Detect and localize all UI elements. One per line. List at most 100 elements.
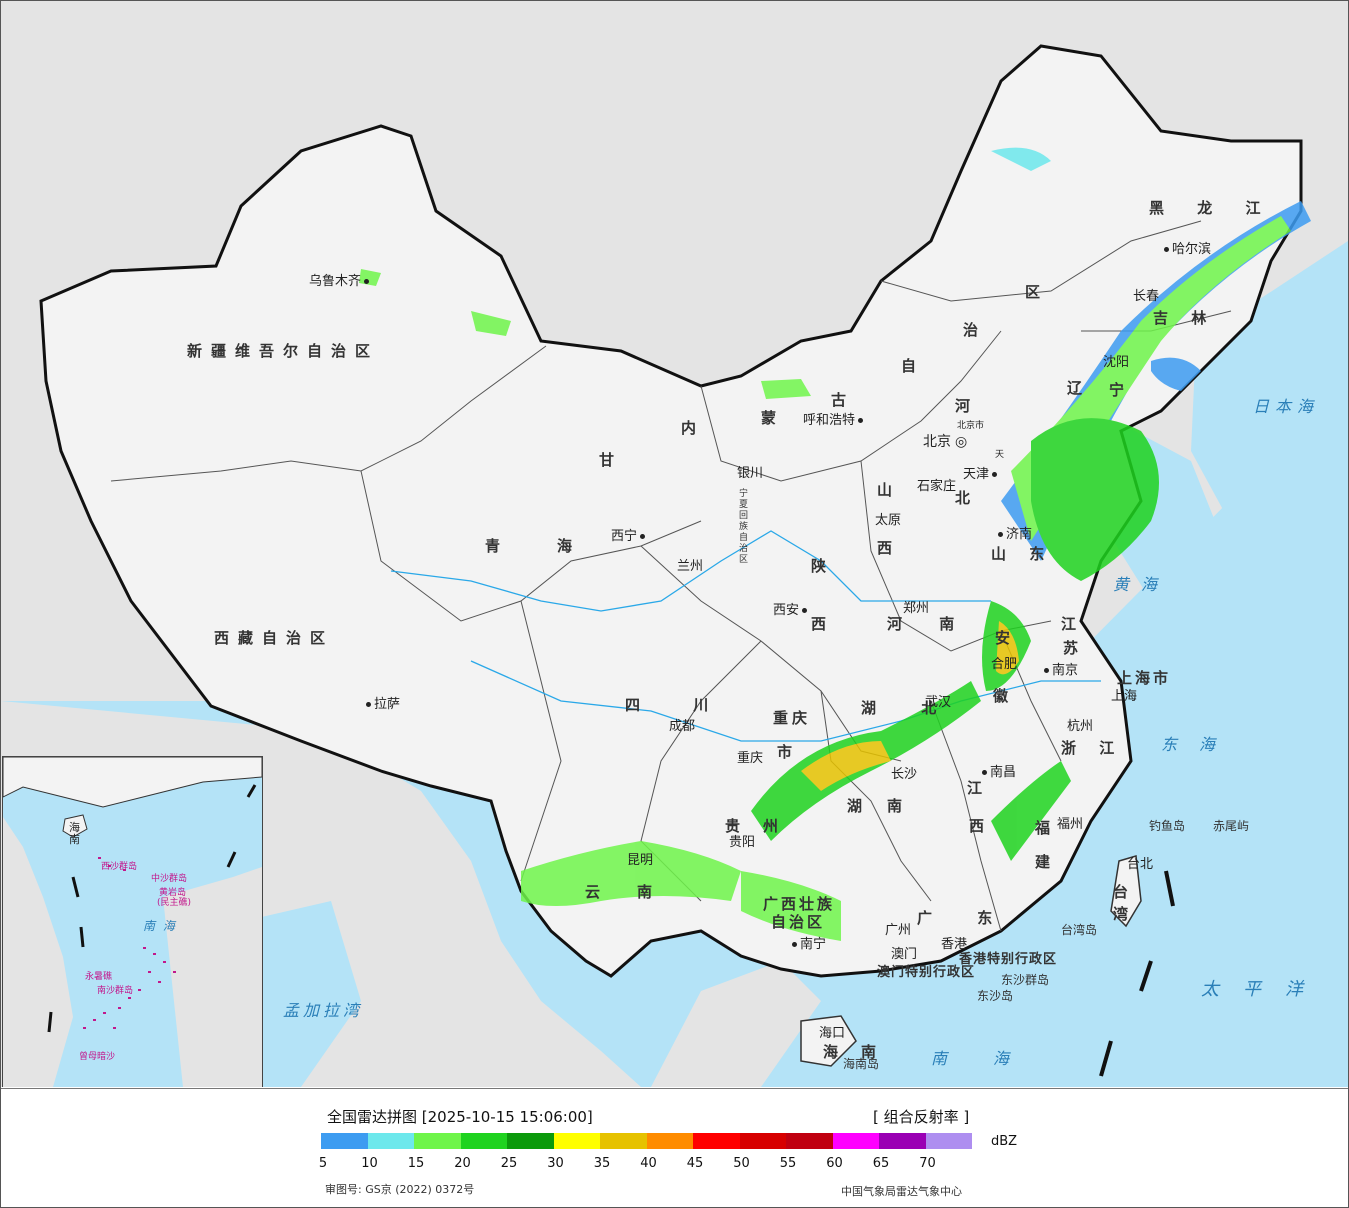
legend-swatch xyxy=(693,1133,740,1149)
legend-swatch xyxy=(414,1133,461,1149)
province-label-heilongjiang: 黑 龙 江 xyxy=(1149,199,1275,217)
province-label-shaanxi-1: 陕 xyxy=(811,557,836,575)
city-wuhan: 武汉 xyxy=(925,695,952,710)
legend-tick-label: 50 xyxy=(733,1156,750,1171)
city-shanghai: 上海 xyxy=(1111,689,1138,704)
province-label-yunnan-2: 南 xyxy=(637,883,662,901)
city-lanzhou: 兰州 xyxy=(677,559,704,574)
city-haikou: 海口 xyxy=(819,1026,846,1041)
legend-ticks: 5 10 15 20 25 30 35 40 45 50 55 60 65 70 xyxy=(319,1156,1021,1174)
city-hefei: 合肥 xyxy=(991,657,1018,672)
city-xian: 西安 xyxy=(773,599,810,618)
province-label-ningxia: 宁夏回族自治区 xyxy=(739,489,749,565)
legend-swatch xyxy=(367,1133,414,1149)
city-nanchang: 南昌 xyxy=(979,761,1016,780)
province-label-hebei-2: 北 xyxy=(955,489,980,507)
legend-color-bar xyxy=(321,1133,972,1149)
province-label-hongkong: 香港特别行政区 xyxy=(959,952,1058,967)
legend-tick-label: 40 xyxy=(640,1156,657,1171)
city-nanjing: 南京 xyxy=(1041,659,1078,678)
island-label-dongsha-islands: 东沙群岛 xyxy=(1001,973,1050,987)
province-label-guangxi-1: 广西壮族 xyxy=(763,895,836,913)
legend-unit: dBZ xyxy=(991,1134,1018,1149)
legend-swatch xyxy=(739,1133,786,1149)
legend-tick-label: 35 xyxy=(593,1156,611,1171)
island-label-hainan: 海南岛 xyxy=(843,1057,880,1071)
province-label-jiangsu-2: 苏 xyxy=(1063,639,1088,657)
province-label-neimenggu-3: 古 xyxy=(831,391,856,409)
province-label-jiangsu-1: 江 xyxy=(1061,615,1086,633)
province-label-anhui-2: 徽 xyxy=(993,687,1018,705)
sea-label-bengal: 孟加拉湾 xyxy=(283,1001,364,1020)
city-urumqi: 乌鲁木齐 xyxy=(309,270,372,289)
province-label-neimenggu-5: 治 xyxy=(963,321,988,339)
province-label-jiangxi-1: 江 xyxy=(967,779,992,797)
island-label-dongsha: 东沙岛 xyxy=(977,989,1014,1003)
legend-panel: 全国雷达拼图 [2025-10-15 15:06:00] [ 组合反射率 ] 5… xyxy=(1,1088,1348,1207)
city-tianjin: 天津 xyxy=(963,463,1000,482)
credit: 中国气象局雷达气象中心 xyxy=(841,1185,962,1198)
legend-tick-label: 25 xyxy=(500,1156,518,1171)
legend-tick-label: 15 xyxy=(407,1156,425,1171)
province-label-qinghai-1: 青 xyxy=(485,537,510,555)
city-xining: 西宁 xyxy=(611,525,648,544)
province-label-hainan-2: 南 xyxy=(861,1043,886,1061)
map-base xyxy=(1,1,1348,1087)
sea-label-japan: 日本海 xyxy=(1253,397,1320,416)
sea-label-pacific: 太平洋 xyxy=(1201,979,1327,1000)
province-label-hubei: 湖 北 xyxy=(861,699,957,717)
inset-label-zengmu: 曾母暗沙 xyxy=(79,1052,116,1062)
review-number: 审图号: GS京 (2022) 0372号 xyxy=(325,1183,475,1196)
city-yinchuan: 银川 xyxy=(737,466,764,481)
province-label-guangxi-2: 自治区 xyxy=(771,913,826,931)
legend-tick-label: 30 xyxy=(547,1156,564,1171)
province-label-fujian-2: 建 xyxy=(1035,853,1060,871)
province-label-hainan-1: 海 xyxy=(823,1043,848,1061)
province-label-xizang: 西藏自治区 xyxy=(214,629,335,647)
inset-label-nanhai: 南 海 xyxy=(143,919,177,933)
province-label-guizhou-2: 州 xyxy=(763,817,788,835)
province-label-taiwan-1: 台 xyxy=(1113,883,1138,901)
city-changchun: 长春 xyxy=(1133,289,1160,304)
province-label-shanxi-1: 山 xyxy=(877,481,902,499)
legend-swatch xyxy=(925,1133,972,1149)
province-label-guizhou-1: 贵 xyxy=(725,817,750,835)
province-label-liaoning-2: 宁 xyxy=(1109,381,1134,399)
province-label-liaoning-1: 辽 xyxy=(1067,379,1092,397)
city-taiyuan: 太原 xyxy=(875,513,902,528)
legend-tick-label: 20 xyxy=(454,1156,471,1171)
inset-label-nan: 南 xyxy=(69,833,80,846)
province-label-gansu: 甘 xyxy=(599,451,624,469)
province-label-neimenggu-6: 区 xyxy=(1025,283,1050,301)
legend-product: [ 组合反射率 ] xyxy=(873,1108,970,1126)
inset-label-yongshu: 永暑礁 xyxy=(85,972,113,982)
city-jinan: 济南 xyxy=(995,523,1032,542)
inset-map xyxy=(3,757,262,1087)
province-label-neimenggu-2: 蒙 xyxy=(761,409,786,427)
province-label-henan: 河 南 xyxy=(887,615,971,633)
city-nanning: 南宁 xyxy=(789,933,826,952)
province-label-sichuan: 四 川 xyxy=(625,696,733,714)
province-label-shandong: 山 东 xyxy=(991,545,1054,563)
province-label-xinjiang: 新疆维吾尔自治区 xyxy=(187,342,380,360)
province-label-qinghai-2: 海 xyxy=(557,537,582,555)
province-label-guangdong: 广 东 xyxy=(917,909,1013,927)
legend-swatch xyxy=(321,1133,368,1149)
city-guangzhou: 广州 xyxy=(885,923,912,938)
province-label-hunan-2: 南 xyxy=(887,797,912,815)
province-label-taiwan-2: 湾 xyxy=(1113,905,1138,923)
city-beijing: 北京 ◎ xyxy=(923,434,968,450)
province-label-chongqing-2: 市 xyxy=(777,743,802,761)
china-radar-map: 新疆维吾尔自治区 西藏自治区 青 海 甘 内 蒙 古 自 治 区 黑 龙 江 吉… xyxy=(1,1,1348,1087)
city-shenyang: 沈阳 xyxy=(1103,355,1130,370)
city-tianjin-shi: 天 xyxy=(995,450,1005,460)
province-label-shanxi-2: 西 xyxy=(877,539,902,557)
province-label-neimenggu-4: 自 xyxy=(901,357,926,375)
city-hohhot: 呼和浩特 xyxy=(803,409,866,428)
legend-tick-label: 45 xyxy=(686,1156,704,1171)
province-label-zhejiang: 浙 江 xyxy=(1061,739,1124,757)
city-shijiazhuang: 石家庄 xyxy=(917,479,957,494)
legend-swatch xyxy=(600,1133,647,1149)
province-label-anhui-1: 安 xyxy=(995,629,1020,647)
